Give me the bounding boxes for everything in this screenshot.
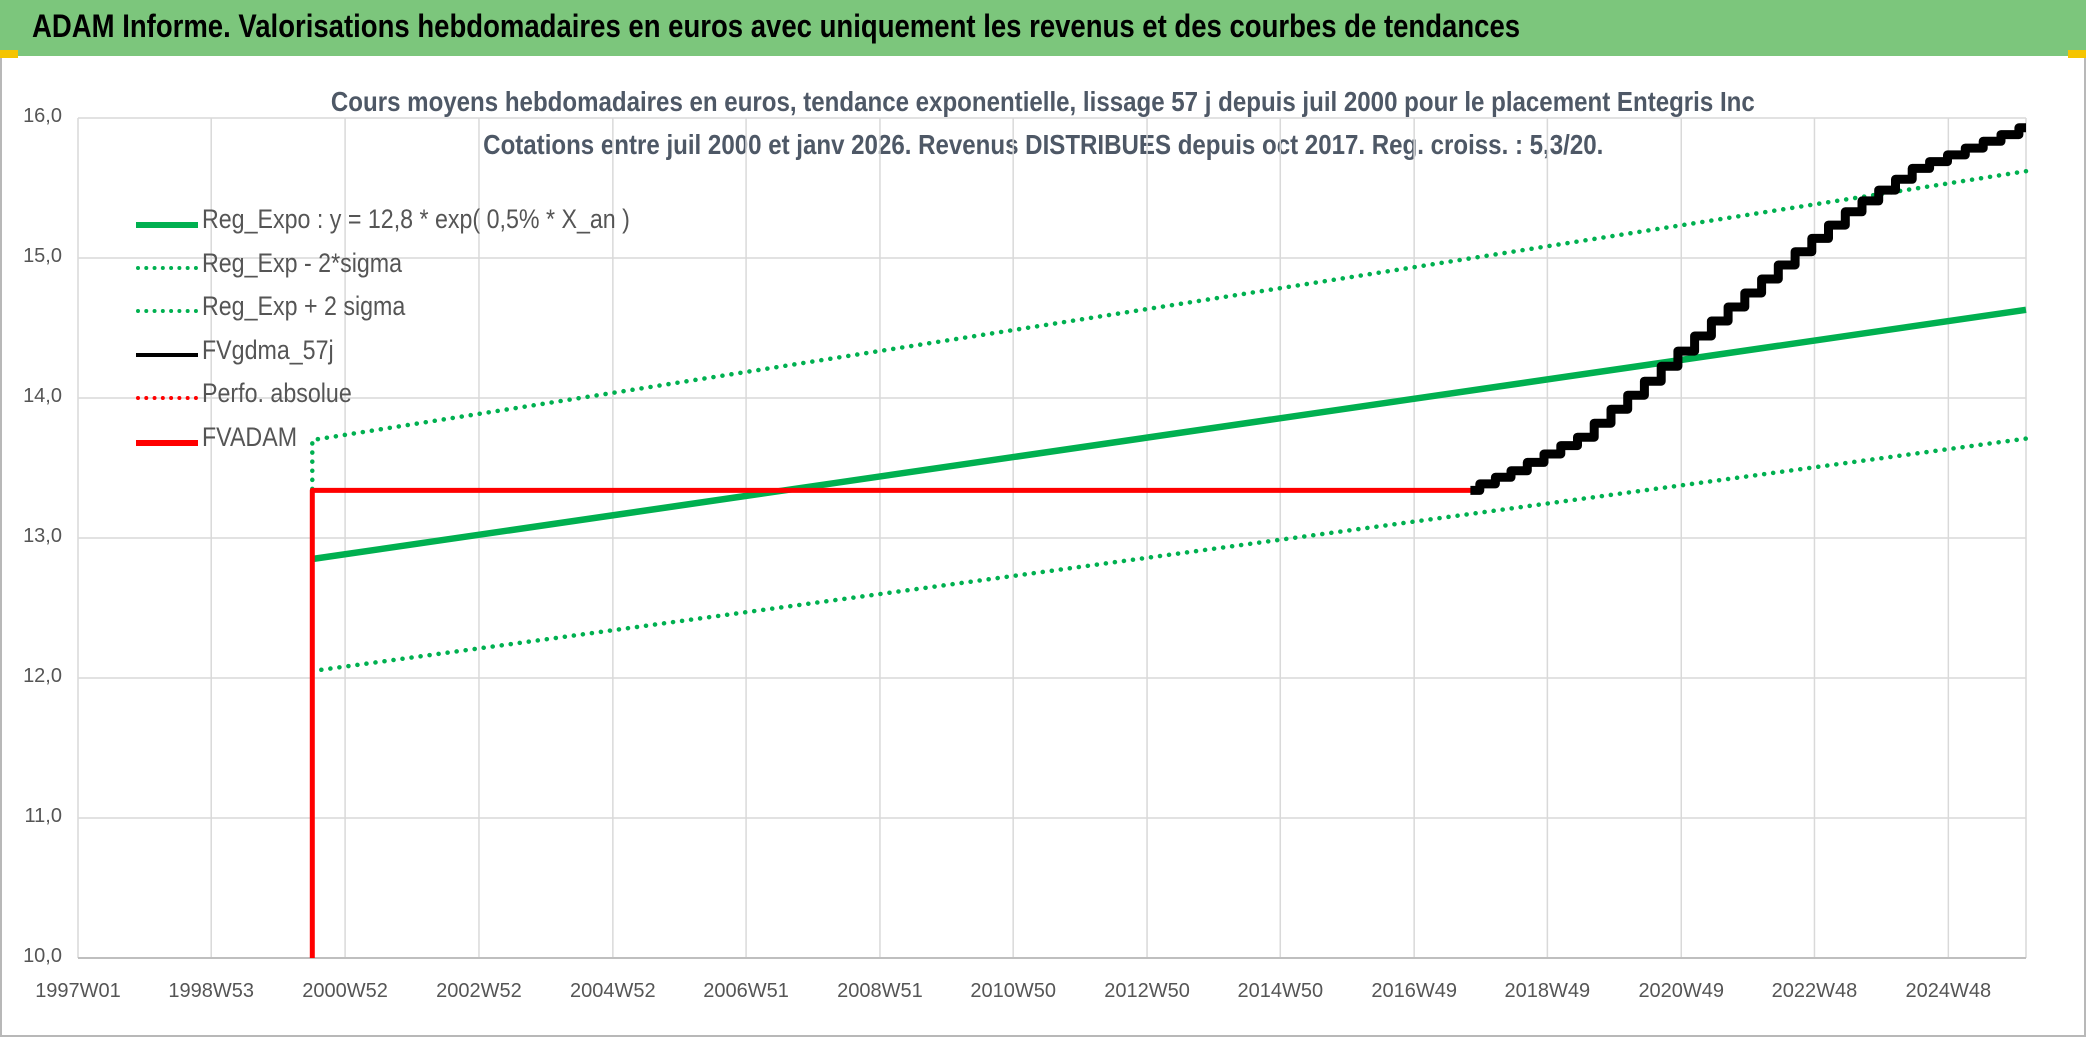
y-tick-label: 12,0	[23, 665, 62, 687]
legend-label: Perfo. absolue	[202, 378, 352, 408]
legend-label: FVgdma_57j	[202, 334, 334, 365]
x-tick-label: 2012W50	[1104, 980, 1190, 1002]
x-tick-label: 2006W51	[703, 980, 789, 1002]
x-tick-label: 2002W52	[436, 980, 522, 1002]
legend-label: Reg_Expo : y = 12,8 * exp( 0,5% * X_an )	[202, 204, 630, 234]
chart-subtitle: Cotations entre juil 2000 et janv 2026. …	[0, 129, 2086, 161]
series-line-reg_expo	[311, 306, 2027, 563]
x-tick-label: 2020W49	[1638, 980, 1725, 1002]
corner-marker-top-right	[2068, 50, 2086, 58]
legend-label: FVADAM	[202, 421, 298, 452]
legend-swatch	[136, 309, 198, 313]
y-tick-label: 11,0	[24, 805, 62, 827]
legend-swatch	[136, 265, 198, 270]
header-bar: ADAM Informe. Valorisations hebdomadaire…	[0, 0, 2086, 56]
x-tick-label: 1998W53	[168, 980, 255, 1002]
y-tick-label: 16,0	[23, 105, 62, 127]
chart-title-text: Cours moyens hebdomadaires en euros, ten…	[331, 86, 1755, 117]
y-tick-label: 15,0	[23, 245, 62, 267]
x-tick-label: 2022W48	[1771, 980, 1858, 1002]
page-title: ADAM Informe. Valorisations hebdomadaire…	[32, 8, 1521, 44]
chart-subtitle-text: Cotations entre juil 2000 et janv 2026. …	[482, 129, 1604, 160]
legend-swatch	[136, 439, 198, 446]
chart-title: Cours moyens hebdomadaires en euros, ten…	[0, 86, 2086, 118]
legend-swatch	[136, 396, 198, 400]
legend-swatch	[136, 222, 198, 228]
y-tick-label: 14,0	[23, 385, 62, 407]
x-tick-label: 2024W48	[1905, 980, 1992, 1002]
x-tick-label: 2016W49	[1371, 980, 1457, 1002]
corner-marker-top-left	[0, 50, 18, 58]
y-tick-label: 13,0	[23, 525, 62, 547]
x-tick-label: 2010W50	[970, 980, 1056, 1002]
x-tick-label: 2008W51	[837, 980, 923, 1002]
series-line-fvadam	[309, 125, 2026, 958]
x-tick-label: 2000W52	[302, 980, 388, 1002]
legend-swatch	[136, 352, 198, 357]
series-line-reg_exp	[310, 436, 2029, 674]
series-line-fvgdma_57j	[1470, 123, 2026, 495]
x-tick-label: 2004W52	[570, 980, 656, 1002]
x-tick-label: 1997W01	[35, 980, 121, 1002]
x-tick-label: 2014W50	[1237, 980, 1324, 1002]
series-line-reg_exp	[310, 168, 2029, 492]
y-tick-label: 10,0	[23, 945, 62, 967]
legend-label: Reg_Exp + 2 sigma	[202, 291, 406, 321]
legend-label: Reg_Exp - 2*sigma	[202, 247, 403, 278]
x-tick-label: 2018W49	[1504, 980, 1591, 1002]
